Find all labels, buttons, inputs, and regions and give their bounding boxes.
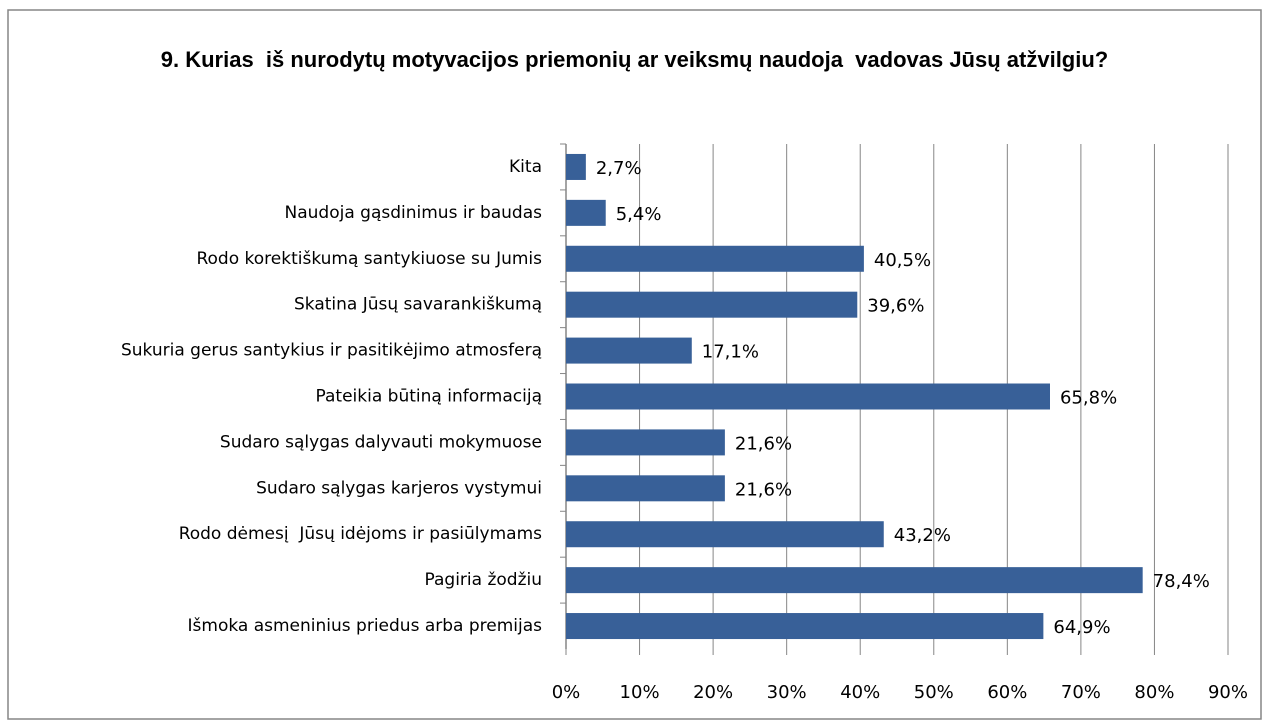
y-tick-label: Sudaro sąlygas karjeros vystymui	[256, 478, 542, 498]
y-tick-label: Sudaro sąlygas dalyvauti mokymuose	[220, 432, 542, 452]
x-tick-label: 0%	[552, 682, 581, 703]
x-tick-label: 80%	[1134, 682, 1174, 703]
data-label: 17,1%	[702, 342, 759, 363]
data-label: 64,9%	[1053, 617, 1110, 638]
bar	[566, 153, 586, 180]
x-tick-label: 10%	[620, 682, 660, 703]
bar	[566, 521, 884, 548]
chart-border	[7, 9, 1262, 720]
bar	[566, 383, 1050, 410]
chart-title: 9. Kurias iš nurodytų motyvacijos priemo…	[160, 47, 1109, 72]
data-label: 43,2%	[894, 525, 951, 546]
data-label: 2,7%	[596, 158, 642, 179]
y-tick-label: Rodo dėmesį Jūsų idėjoms ir pasiūlymams	[179, 524, 542, 544]
x-tick-label: 70%	[1061, 682, 1101, 703]
data-label: 40,5%	[874, 250, 931, 271]
y-tick-label: Išmoka asmeninius priedus arba premijas	[188, 616, 543, 636]
bar	[566, 291, 858, 318]
x-tick-label: 90%	[1208, 682, 1248, 703]
y-tick-label: Pagiria žodžiu	[425, 570, 543, 590]
y-tick-label: Naudoja gąsdinimus ir baudas	[285, 203, 543, 223]
y-tick-label: Skatina Jūsų savarankiškumą	[294, 295, 542, 315]
bar	[566, 567, 1143, 594]
bar	[566, 613, 1044, 640]
data-label: 5,4%	[616, 204, 662, 225]
data-label: 39,6%	[867, 296, 924, 317]
x-tick-label: 60%	[987, 682, 1027, 703]
x-tick-label: 50%	[914, 682, 954, 703]
x-tick-label: 40%	[840, 682, 880, 703]
data-label: 65,8%	[1060, 388, 1117, 409]
data-label: 21,6%	[735, 433, 792, 454]
x-tick-label: 30%	[767, 682, 807, 703]
y-tick-label: Rodo korektiškumą santykiuose su Jumis	[196, 249, 542, 269]
bar	[566, 245, 864, 272]
bar	[566, 475, 725, 502]
y-tick-label: Kita	[509, 157, 542, 177]
y-tick-label: Sukuria gerus santykius ir pasitikėjimo …	[121, 341, 542, 361]
bar	[566, 199, 606, 226]
data-label: 21,6%	[735, 479, 792, 500]
y-tick-label: Pateikia būtiną informaciją	[316, 387, 542, 407]
data-label: 78,4%	[1153, 571, 1210, 592]
bar	[566, 337, 692, 364]
bar	[566, 429, 725, 456]
x-tick-label: 20%	[693, 682, 733, 703]
